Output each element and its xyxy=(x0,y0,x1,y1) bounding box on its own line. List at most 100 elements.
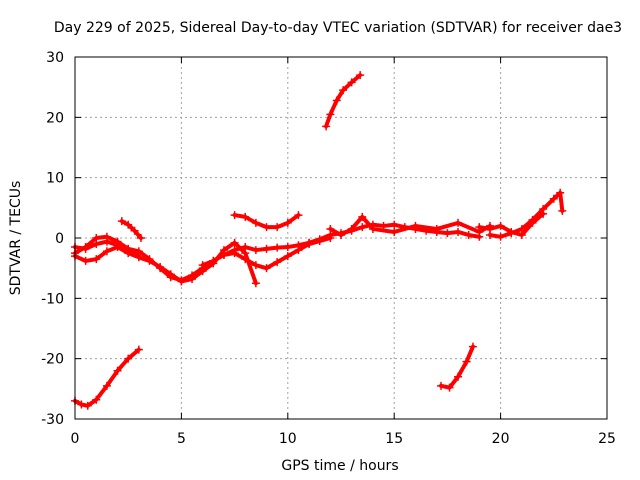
data-point xyxy=(251,246,260,255)
data-point xyxy=(102,232,111,241)
y-tick-label: 30 xyxy=(46,50,64,66)
series-arc-high xyxy=(322,71,365,131)
data-point xyxy=(113,237,122,246)
data-point xyxy=(83,401,92,410)
data-point xyxy=(262,223,271,232)
data-point xyxy=(136,234,145,242)
series-arc-low-2 xyxy=(437,342,477,392)
x-tick-label: 15 xyxy=(385,431,403,447)
data-point xyxy=(262,264,271,273)
data-point xyxy=(130,226,139,235)
data-point xyxy=(219,250,228,259)
data-point xyxy=(326,110,335,119)
chart-title: Day 229 of 2025, Sidereal Day-to-day VTE… xyxy=(54,20,622,36)
data-point xyxy=(454,372,463,381)
data-point xyxy=(156,262,165,271)
data-point xyxy=(283,252,292,261)
axis-ticks: 0 5 10 15 20 25 -30 -20 -10 0 10 20 30 xyxy=(41,50,616,447)
data-point xyxy=(549,194,558,203)
data-point xyxy=(496,232,505,241)
data-point xyxy=(124,354,133,363)
data-point xyxy=(230,238,239,247)
data-point xyxy=(209,256,218,265)
data-point xyxy=(77,400,86,409)
data-point xyxy=(251,218,260,227)
data-point xyxy=(528,218,537,227)
x-tick-label: 25 xyxy=(598,431,616,447)
data-point xyxy=(241,212,250,221)
y-tick-label: -30 xyxy=(41,412,64,428)
data-point xyxy=(443,229,452,238)
x-axis-label: GPS time / hours xyxy=(281,458,398,474)
data-point xyxy=(390,227,399,236)
data-point xyxy=(273,223,282,232)
series-trace xyxy=(119,219,143,240)
data-point xyxy=(432,224,441,233)
data-point xyxy=(339,86,348,95)
data-point xyxy=(464,230,473,239)
data-point xyxy=(251,261,260,270)
data-point xyxy=(81,243,90,252)
data-point xyxy=(81,256,90,265)
data-point xyxy=(262,244,271,253)
data-point xyxy=(273,243,282,252)
data-point xyxy=(358,212,367,221)
data-point xyxy=(390,220,399,229)
y-tick-label: -10 xyxy=(41,291,64,307)
data-point xyxy=(468,342,477,351)
data-point xyxy=(230,211,239,220)
data-point xyxy=(558,206,567,215)
data-point xyxy=(134,345,143,354)
data-point xyxy=(294,246,303,255)
data-series xyxy=(71,71,567,410)
data-point xyxy=(475,223,484,232)
data-point xyxy=(124,220,133,229)
y-tick-label: -20 xyxy=(41,352,64,368)
data-point xyxy=(117,217,126,226)
data-point xyxy=(251,279,260,288)
y-tick-label: 0 xyxy=(55,231,64,247)
data-point xyxy=(507,227,516,236)
data-point xyxy=(188,275,197,284)
data-point xyxy=(102,381,111,390)
data-point xyxy=(230,249,239,258)
series-arc-main-b xyxy=(71,238,260,288)
data-point xyxy=(358,223,367,232)
series-arc-mid-upper xyxy=(230,211,303,232)
data-point xyxy=(92,395,101,404)
data-point xyxy=(347,78,356,87)
data-point xyxy=(368,224,377,233)
data-point xyxy=(485,224,494,233)
x-tick-label: 0 xyxy=(71,431,80,447)
data-point xyxy=(124,244,133,253)
data-point xyxy=(517,230,526,239)
data-point xyxy=(315,235,324,244)
data-point xyxy=(305,238,314,247)
y-tick-label: 20 xyxy=(46,110,64,126)
data-point xyxy=(539,209,548,218)
data-point xyxy=(166,270,175,279)
data-point xyxy=(241,255,250,264)
data-point xyxy=(92,234,101,242)
data-point xyxy=(347,224,356,233)
data-point xyxy=(454,227,463,236)
data-point xyxy=(102,247,111,256)
data-point xyxy=(462,357,471,366)
data-point xyxy=(454,218,463,227)
data-point xyxy=(337,230,345,239)
data-point xyxy=(326,224,335,233)
data-point xyxy=(496,221,505,230)
data-point xyxy=(134,250,143,259)
x-tick-label: 10 xyxy=(279,431,297,447)
y-axis-label: SDTVAR / TECUs xyxy=(8,181,24,296)
data-point xyxy=(556,188,565,197)
data-point xyxy=(411,221,420,230)
data-point xyxy=(283,243,292,252)
data-point xyxy=(283,218,292,227)
data-point xyxy=(145,256,154,265)
data-point xyxy=(177,277,186,286)
data-point xyxy=(437,381,446,390)
y-tick-label: 10 xyxy=(46,171,64,187)
data-point xyxy=(92,255,101,264)
